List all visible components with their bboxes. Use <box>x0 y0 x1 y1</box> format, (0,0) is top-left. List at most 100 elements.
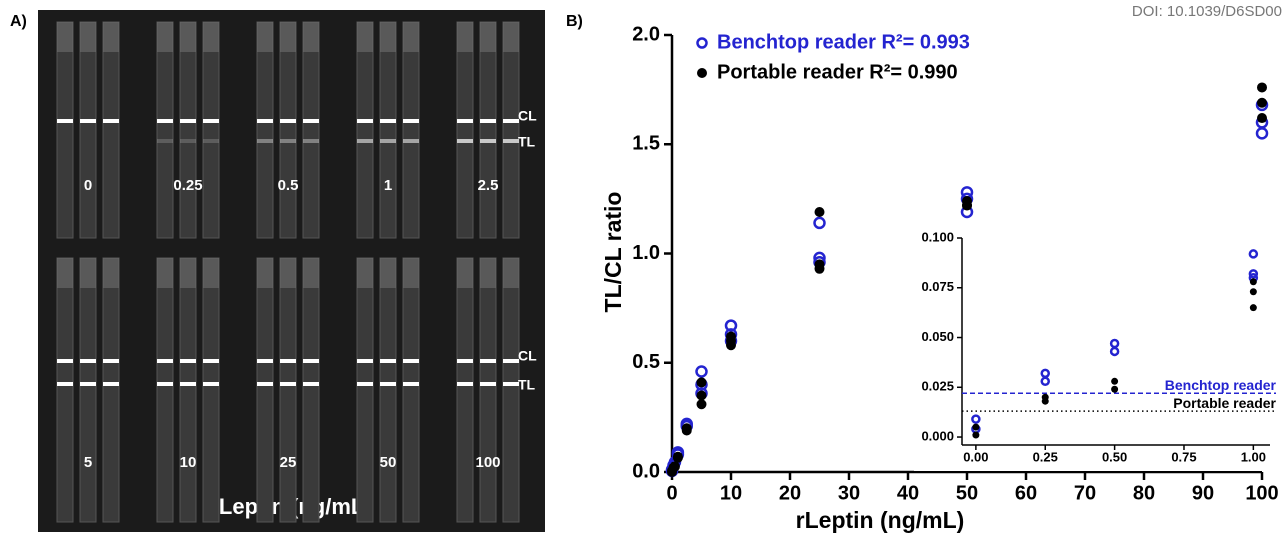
strip-pad <box>403 22 419 52</box>
strip <box>356 21 374 239</box>
concentration-label: 1 <box>384 177 392 194</box>
line-label: CL <box>518 108 537 124</box>
reference-label: Benchtop reader <box>1165 377 1277 393</box>
control-line <box>80 119 96 123</box>
strip-pad <box>103 22 119 52</box>
data-point <box>962 200 972 211</box>
control-line <box>357 359 373 363</box>
control-line <box>403 119 419 123</box>
legend-label: Benchtop reader R²= 0.993 <box>717 31 970 53</box>
line-label: TL <box>518 134 536 150</box>
data-point <box>1249 278 1257 286</box>
test-line <box>303 139 319 143</box>
strip-pad <box>57 22 73 52</box>
test-line <box>503 382 519 386</box>
test-line <box>280 382 296 386</box>
data-point <box>724 319 738 332</box>
x-tick-label: 20 <box>779 482 801 504</box>
data-point <box>1248 269 1259 279</box>
test-line <box>303 382 319 386</box>
strip-pad <box>357 22 373 52</box>
data-point <box>1109 346 1120 357</box>
test-line <box>457 139 473 143</box>
test-line <box>57 382 73 386</box>
concentration-label: 0.5 <box>278 177 299 194</box>
control-line <box>257 119 273 123</box>
test-line <box>203 382 219 386</box>
control-line <box>157 119 173 123</box>
line-label: CL <box>518 348 537 364</box>
test-line <box>157 382 173 386</box>
concentration-label: 0 <box>84 177 92 194</box>
strip <box>179 21 197 239</box>
concentration-label: 10 <box>180 454 197 471</box>
x-tick-label: 100 <box>1245 482 1278 504</box>
data-point <box>1257 82 1267 93</box>
strip-pad <box>203 22 219 52</box>
concentration-label: 50 <box>380 454 397 471</box>
control-line <box>203 359 219 363</box>
data-point <box>971 414 981 424</box>
strip-pad <box>303 22 319 52</box>
strip-pad <box>80 258 96 288</box>
data-point <box>696 399 707 410</box>
test-line <box>257 139 273 143</box>
control-line <box>503 359 519 363</box>
strip <box>456 257 474 523</box>
strip-pad <box>57 258 73 288</box>
strip <box>156 257 174 523</box>
strip <box>302 257 320 523</box>
y-tick-label: 2.0 <box>632 23 660 45</box>
strip-pad <box>503 258 519 288</box>
strip-pad <box>103 258 119 288</box>
strip-pad <box>257 258 273 288</box>
y-tick-label: 0.5 <box>632 351 660 373</box>
strip <box>279 257 297 523</box>
strip <box>56 21 74 239</box>
strip-pad <box>203 258 219 288</box>
strip <box>102 21 120 239</box>
data-point <box>696 390 707 401</box>
strip-pad <box>157 22 173 52</box>
line-label: TL <box>518 377 536 393</box>
y-tick-label: 0.050 <box>921 329 954 344</box>
data-point <box>813 216 826 230</box>
control-line <box>157 359 173 363</box>
data-point <box>1257 113 1267 124</box>
data-point <box>972 423 980 431</box>
test-line <box>257 382 273 386</box>
control-line <box>80 359 96 363</box>
test-line <box>103 382 119 386</box>
data-point <box>1249 304 1257 312</box>
strip <box>402 257 420 523</box>
strip-pad <box>180 22 196 52</box>
strip-pad <box>403 258 419 288</box>
panel-label: A) <box>10 13 27 30</box>
control-line <box>303 359 319 363</box>
legend-marker <box>696 37 708 49</box>
strip <box>102 257 120 523</box>
data-point <box>1111 377 1119 385</box>
strip-pad <box>80 22 96 52</box>
strip <box>502 21 520 239</box>
control-line <box>503 119 519 123</box>
strip <box>402 21 420 239</box>
concentration-label: 2.5 <box>478 177 499 194</box>
y-tick-label: 0.000 <box>921 428 954 443</box>
strip <box>256 21 274 239</box>
data-point <box>1255 127 1269 140</box>
x-tick-label: 90 <box>1192 482 1214 504</box>
strip-pad <box>380 258 396 288</box>
y-tick-label: 0.075 <box>921 279 954 294</box>
control-line <box>280 359 296 363</box>
x-tick-label: 50 <box>956 482 978 504</box>
strip <box>79 257 97 523</box>
strip <box>356 257 374 523</box>
data-point <box>814 206 825 217</box>
panel-label: B) <box>566 13 583 30</box>
strip <box>379 21 397 239</box>
test-line <box>157 139 173 143</box>
strip <box>79 21 97 239</box>
doi: DOI: 10.1039/D6SD00 <box>1132 3 1282 20</box>
control-line <box>380 359 396 363</box>
